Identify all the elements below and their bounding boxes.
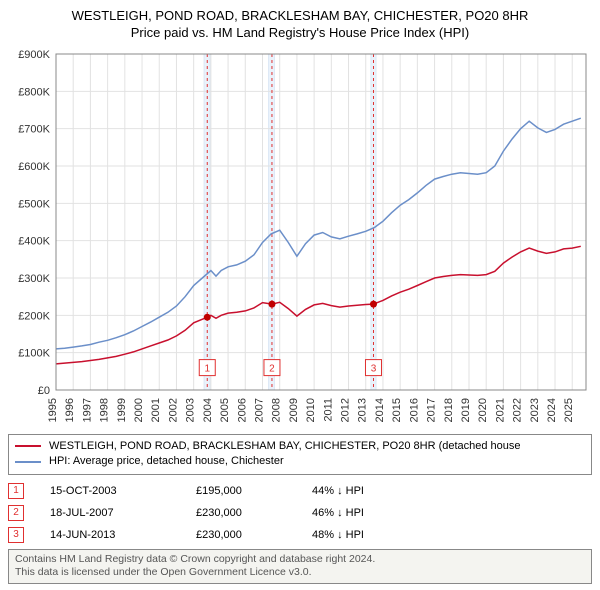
annotation-pct: 48% ↓ HPI xyxy=(312,529,364,541)
annotation-date: 18-JUL-2007 xyxy=(50,507,170,519)
svg-text:1996: 1996 xyxy=(64,398,76,422)
svg-text:2003: 2003 xyxy=(185,398,197,422)
svg-text:2015: 2015 xyxy=(391,398,403,422)
svg-text:2011: 2011 xyxy=(322,398,334,422)
svg-text:£200K: £200K xyxy=(18,310,50,322)
legend-label: WESTLEIGH, POND ROAD, BRACKLESHAM BAY, C… xyxy=(49,439,521,454)
annotation-price: £230,000 xyxy=(196,529,286,541)
svg-text:2023: 2023 xyxy=(529,398,541,422)
legend-item: WESTLEIGH, POND ROAD, BRACKLESHAM BAY, C… xyxy=(15,439,585,454)
title-line2: Price paid vs. HM Land Registry's House … xyxy=(8,25,592,42)
svg-text:1999: 1999 xyxy=(116,398,128,422)
svg-text:2010: 2010 xyxy=(305,398,317,422)
annotation-date: 15-OCT-2003 xyxy=(50,485,170,497)
svg-text:2012: 2012 xyxy=(340,398,352,422)
annotation-row: 2 18-JUL-2007 £230,000 46% ↓ HPI xyxy=(8,505,592,521)
svg-text:3: 3 xyxy=(371,363,377,374)
svg-text:1995: 1995 xyxy=(47,398,59,422)
svg-text:£500K: £500K xyxy=(18,198,50,210)
svg-text:2004: 2004 xyxy=(202,398,214,422)
svg-text:2: 2 xyxy=(269,363,275,374)
svg-text:2020: 2020 xyxy=(477,398,489,422)
svg-text:2014: 2014 xyxy=(374,398,386,422)
annotation-row: 1 15-OCT-2003 £195,000 44% ↓ HPI xyxy=(8,483,592,499)
svg-text:2002: 2002 xyxy=(167,398,179,422)
svg-text:1998: 1998 xyxy=(99,398,111,422)
annotation-price: £230,000 xyxy=(196,507,286,519)
svg-text:2016: 2016 xyxy=(408,398,420,422)
svg-text:£0: £0 xyxy=(38,385,50,397)
svg-text:2024: 2024 xyxy=(546,398,558,422)
svg-text:2008: 2008 xyxy=(271,398,283,422)
svg-text:2025: 2025 xyxy=(563,398,575,422)
legend: WESTLEIGH, POND ROAD, BRACKLESHAM BAY, C… xyxy=(8,434,592,475)
legend-swatch xyxy=(15,445,41,447)
chart-svg: £0 £100K £200K £300K £400K £500K £600K £700K £80… xyxy=(8,48,592,428)
svg-text:£800K: £800K xyxy=(18,86,50,98)
svg-text:1: 1 xyxy=(204,363,210,374)
footer-attribution: Contains HM Land Registry data © Crown c… xyxy=(8,549,592,584)
svg-text:£700K: £700K xyxy=(18,123,50,135)
annotation-badge: 3 xyxy=(8,527,24,543)
svg-text:2013: 2013 xyxy=(357,398,369,422)
annotation-badge: 2 xyxy=(8,505,24,521)
legend-item: HPI: Average price, detached house, Chic… xyxy=(15,454,585,469)
svg-text:2005: 2005 xyxy=(219,398,231,422)
svg-text:1997: 1997 xyxy=(81,398,93,422)
svg-text:£300K: £300K xyxy=(18,273,50,285)
svg-text:2021: 2021 xyxy=(494,398,506,422)
annotation-date: 14-JUN-2013 xyxy=(50,529,170,541)
svg-text:£400K: £400K xyxy=(18,235,50,247)
annotation-badge: 1 xyxy=(8,483,24,499)
svg-text:2000: 2000 xyxy=(133,398,145,422)
footer-line2: This data is licensed under the Open Gov… xyxy=(15,566,585,580)
svg-text:2022: 2022 xyxy=(512,398,524,422)
annotations-table: 1 15-OCT-2003 £195,000 44% ↓ HPI 2 18-JUL-200… xyxy=(8,483,592,543)
legend-swatch xyxy=(15,461,41,463)
svg-text:2018: 2018 xyxy=(443,398,455,422)
svg-text:2007: 2007 xyxy=(253,398,265,422)
svg-text:£600K: £600K xyxy=(18,161,50,173)
svg-text:2001: 2001 xyxy=(150,398,162,422)
svg-text:£100K: £100K xyxy=(18,347,50,359)
svg-text:2009: 2009 xyxy=(288,398,300,422)
title-line1: WESTLEIGH, POND ROAD, BRACKLESHAM BAY, C… xyxy=(8,8,592,25)
annotation-row: 3 14-JUN-2013 £230,000 48% ↓ HPI xyxy=(8,527,592,543)
annotation-price: £195,000 xyxy=(196,485,286,497)
legend-label: HPI: Average price, detached house, Chic… xyxy=(49,454,284,469)
chart-title: WESTLEIGH, POND ROAD, BRACKLESHAM BAY, C… xyxy=(8,8,592,42)
annotation-pct: 46% ↓ HPI xyxy=(312,507,364,519)
annotation-pct: 44% ↓ HPI xyxy=(312,485,364,497)
svg-text:2019: 2019 xyxy=(460,398,472,422)
svg-text:£900K: £900K xyxy=(18,49,50,61)
footer-line1: Contains HM Land Registry data © Crown c… xyxy=(15,553,585,567)
price-chart: £0 £100K £200K £300K £400K £500K £600K £700K £80… xyxy=(8,48,592,428)
svg-text:2006: 2006 xyxy=(236,398,248,422)
svg-text:2017: 2017 xyxy=(426,398,438,422)
